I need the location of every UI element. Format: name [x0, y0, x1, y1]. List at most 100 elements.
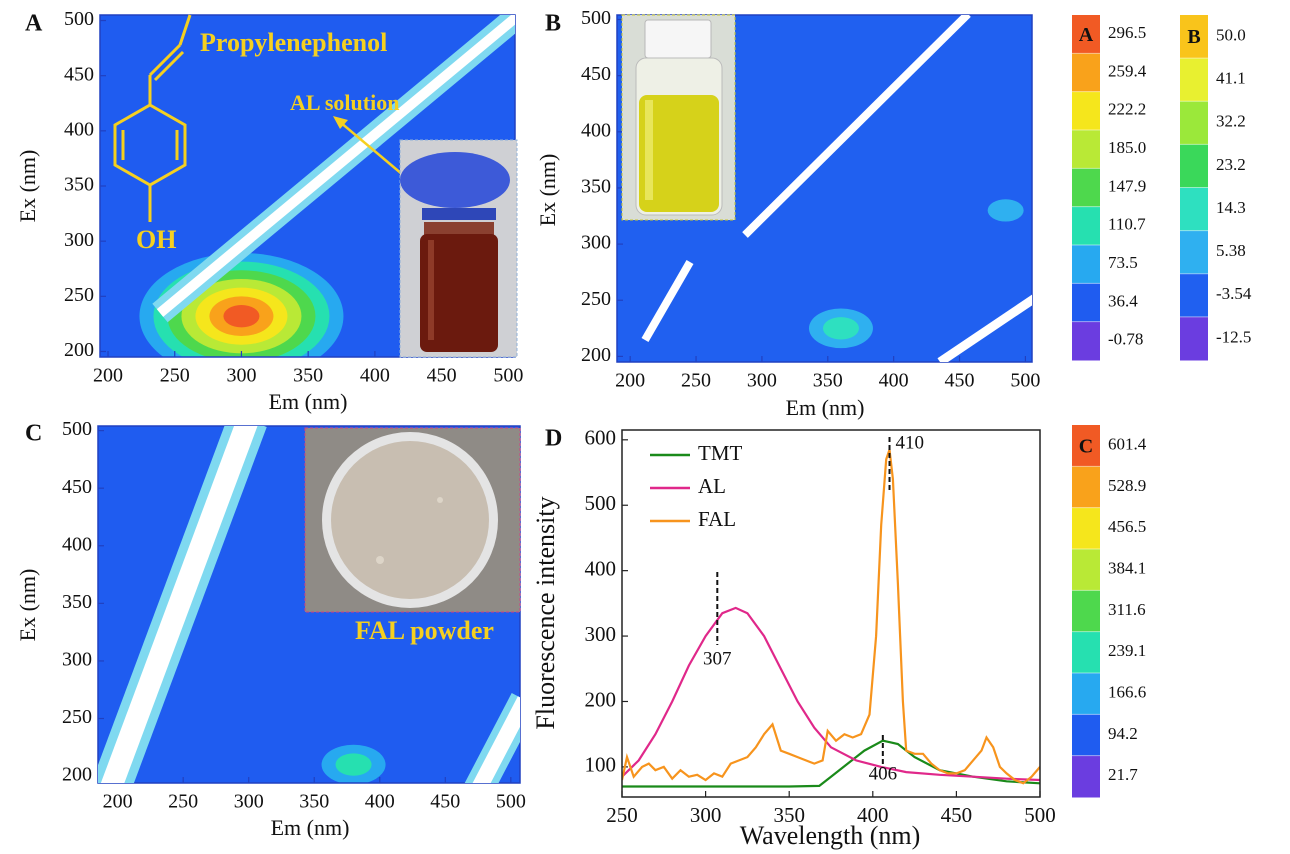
y-axis-label: Ex (nm) — [15, 569, 40, 642]
x-tick-label: 400 — [365, 791, 395, 813]
y-tick-label: 500 — [581, 7, 611, 29]
data-line — [622, 450, 1040, 784]
colorbar-tick-label: 36.4 — [1108, 291, 1138, 310]
contour-peak — [223, 305, 259, 327]
colorbar-tick-label: 601.4 — [1108, 435, 1147, 454]
annotation: FAL powder — [355, 616, 494, 645]
y-tick-label: 300 — [64, 229, 94, 251]
colorbar-band — [1072, 590, 1100, 632]
colorbar-band — [1072, 245, 1100, 284]
x-axis-label: Em (nm) — [269, 389, 348, 414]
y-axis-label: Ex (nm) — [535, 154, 560, 227]
peak-label: 307 — [703, 648, 732, 669]
y-tick-label: 500 — [585, 491, 617, 515]
colorbar-band — [1072, 508, 1100, 550]
colorbar-tick-label: 239.1 — [1108, 641, 1146, 660]
legend-label: AL — [698, 474, 726, 498]
y-tick-label: 200 — [62, 764, 92, 786]
contour-peak — [988, 199, 1024, 221]
y-tick-label: 500 — [62, 418, 92, 440]
x-tick-label: 450 — [430, 791, 460, 813]
colorbar-label: A — [1079, 24, 1094, 46]
y-tick-label: 300 — [62, 649, 92, 671]
x-tick-label: 350 — [293, 365, 323, 387]
plot-lines — [622, 450, 1040, 787]
x-tick-label: 500 — [493, 365, 523, 387]
colorbar-tick-label: 110.7 — [1108, 215, 1146, 234]
colorbar-tick-label: 384.1 — [1108, 559, 1146, 578]
x-tick-label: 400 — [879, 370, 909, 392]
x-tick-label: 500 — [1024, 803, 1056, 827]
colorbar-band — [1180, 144, 1208, 188]
colorbar-tick-label: 5.38 — [1216, 241, 1246, 260]
x-tick-label: 200 — [103, 791, 133, 813]
y-tick-label: 400 — [585, 556, 617, 580]
x-tick-label: 450 — [945, 370, 975, 392]
figure: 200 250 300 350 400 450 500 200 250 300 350 400 450 5… — [0, 0, 1290, 854]
x-tick-label: 450 — [941, 803, 973, 827]
colorbar-band — [1180, 58, 1208, 102]
colorbar-band — [1072, 549, 1100, 591]
y-tick-label: 250 — [64, 284, 94, 306]
x-axis-label: Wavelength (nm) — [740, 821, 921, 850]
y-tick-label: 250 — [62, 706, 92, 728]
colorbar-band — [1072, 756, 1100, 798]
y-tick-label: 300 — [581, 232, 611, 254]
colorbar-band — [1180, 101, 1208, 145]
annotation: Propylenephenol — [200, 28, 387, 57]
y-tick-label: 450 — [581, 63, 611, 85]
colorbar-tick-label: 166.6 — [1108, 683, 1146, 702]
x-tick-label: 250 — [160, 365, 190, 387]
panel-label: D — [545, 426, 562, 452]
x-tick-label: 350 — [813, 370, 843, 392]
colorbar-tick-label: 185.0 — [1108, 138, 1146, 157]
y-tick-label: 450 — [62, 476, 92, 498]
colorbar-tick-label: 311.6 — [1108, 600, 1146, 619]
colorbar-tick-label: 73.5 — [1108, 253, 1138, 272]
x-axis-label: Em (nm) — [786, 395, 865, 420]
colorbar-label: B — [1187, 26, 1200, 48]
annotation: AL solution — [290, 90, 399, 115]
colorbar-tick-label: 50.0 — [1216, 25, 1246, 44]
colorbar-band — [1072, 92, 1100, 131]
y-tick-label: 400 — [581, 119, 611, 141]
colorbar-band — [1180, 231, 1208, 275]
y-tick-label: 450 — [64, 63, 94, 85]
annotation: OH — [136, 225, 176, 254]
x-tick-label: 450 — [427, 365, 457, 387]
y-tick-label: 350 — [64, 174, 94, 196]
panel-label: B — [545, 11, 561, 37]
colorbar-band — [1072, 673, 1100, 715]
inset-photo — [400, 140, 517, 357]
colorbar-tick-label: 23.2 — [1216, 155, 1246, 174]
colorbar-tick-label: 41.1 — [1216, 69, 1246, 88]
x-tick-label: 500 — [496, 791, 526, 813]
colorbar-tick-label: 21.7 — [1108, 765, 1138, 784]
colorbar-tick-label: 94.2 — [1108, 724, 1138, 743]
colorbar-band — [1072, 322, 1100, 361]
contour-peak — [336, 753, 372, 775]
x-tick-label: 300 — [226, 365, 256, 387]
colorbar-tick-label: 259.4 — [1108, 61, 1147, 80]
colorbar-tick-label: 528.9 — [1108, 476, 1146, 495]
y-tick-label: 400 — [64, 118, 94, 140]
panel-label: C — [25, 421, 42, 447]
y-axis-label: Ex (nm) — [15, 150, 40, 223]
colorbar-tick-label: 456.5 — [1108, 517, 1146, 536]
plot-frame — [622, 430, 1040, 797]
x-tick-label: 400 — [360, 365, 390, 387]
x-tick-label: 200 — [93, 365, 123, 387]
colorbar-band — [1072, 168, 1100, 207]
colorbar-tick-label: 222.2 — [1108, 100, 1146, 119]
x-tick-label: 350 — [299, 791, 329, 813]
y-tick-label: 600 — [585, 426, 617, 450]
colorbar-tick-label: -3.54 — [1216, 284, 1252, 303]
colorbar-band — [1072, 714, 1100, 756]
y-tick-label: 200 — [585, 687, 617, 711]
x-tick-label: 200 — [615, 370, 645, 392]
y-axis-label: Fluorescence intensity — [531, 496, 560, 729]
x-tick-label: 250 — [168, 791, 198, 813]
legend-label: TMT — [698, 441, 743, 465]
y-tick-label: 500 — [64, 8, 94, 30]
colorbar-band — [1072, 130, 1100, 169]
